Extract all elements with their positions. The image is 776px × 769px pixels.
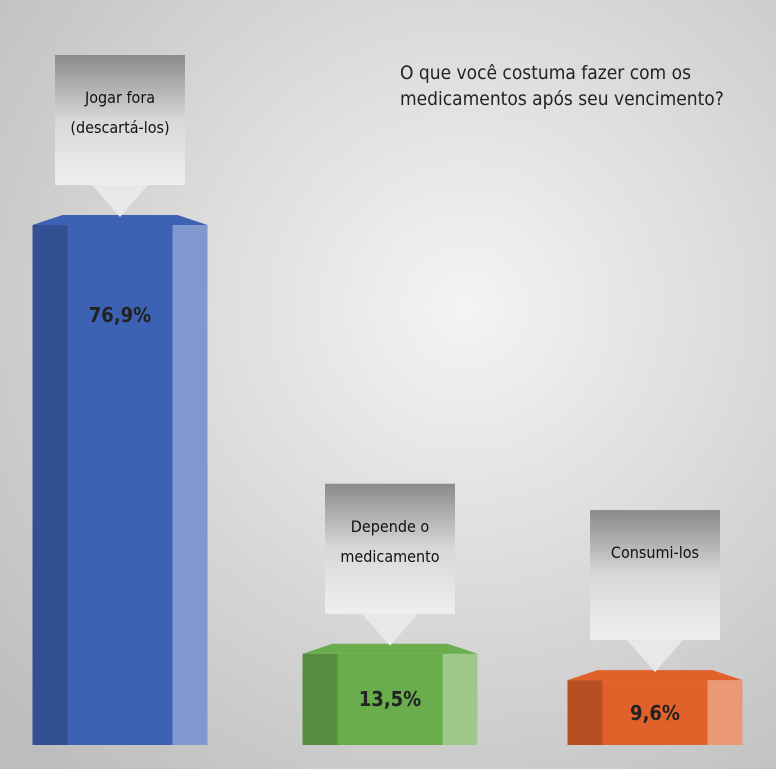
value-label: 9,6% bbox=[630, 700, 680, 725]
value-label: 13,5% bbox=[358, 687, 422, 712]
bar-facet bbox=[172, 225, 208, 745]
bar-facet bbox=[302, 653, 338, 745]
bar-facet bbox=[567, 680, 603, 745]
bar-cap bbox=[32, 215, 208, 225]
bar bbox=[32, 225, 208, 745]
bar bbox=[302, 653, 478, 745]
category-label: Jogar fora (descartá-los) bbox=[70, 88, 170, 137]
callout-box bbox=[55, 55, 185, 185]
callout-box bbox=[325, 483, 455, 614]
callout-pointer bbox=[627, 640, 683, 673]
bar-facet bbox=[442, 653, 478, 745]
bar-facet bbox=[707, 680, 743, 745]
category-label: Consumi-los bbox=[610, 543, 700, 563]
callout-box bbox=[590, 510, 720, 641]
bar-facet bbox=[32, 225, 68, 745]
chart-title: O que você costuma fazer com os medicame… bbox=[400, 62, 724, 110]
value-label: 76,9% bbox=[88, 303, 152, 327]
callout-pointer bbox=[92, 185, 148, 217]
callout-pointer bbox=[362, 613, 418, 646]
category-label: Depende o medicamento bbox=[340, 516, 440, 566]
bar bbox=[567, 680, 743, 745]
bar-cap bbox=[302, 643, 478, 654]
bar-cap bbox=[567, 670, 743, 681]
